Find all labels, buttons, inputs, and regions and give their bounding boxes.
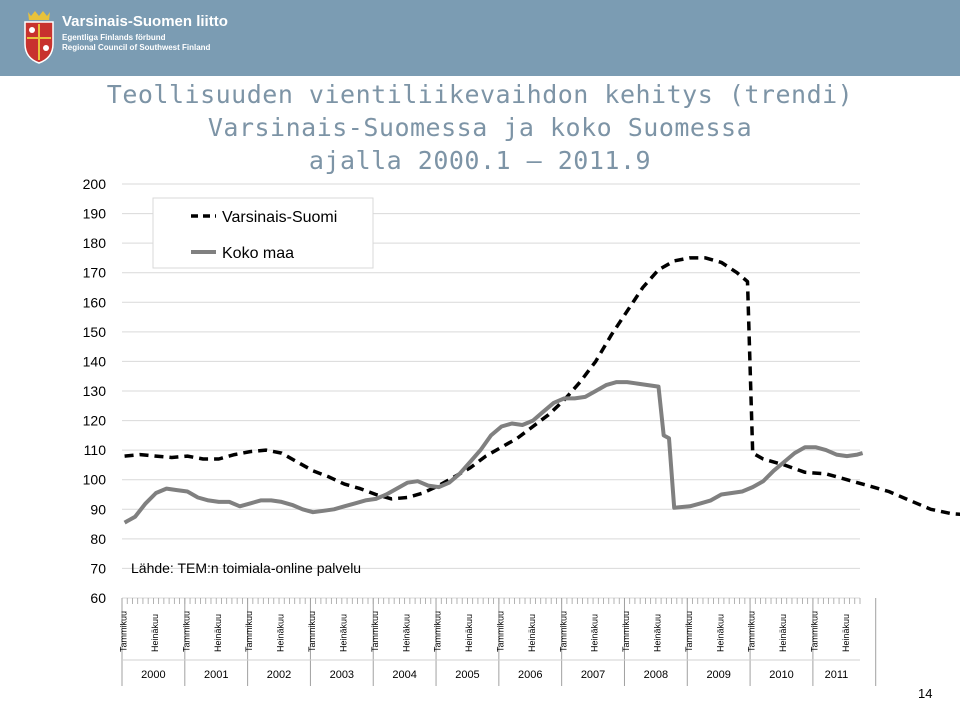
x-month-label: Heinäkuu [841, 614, 851, 652]
x-month-label: Tammikuu [244, 611, 254, 652]
chart-title-line-1: Teollisuuden vientiliikevaihdon kehitys … [106, 80, 854, 109]
source-annotation: Lähde: TEM:n toimiala-online palvelu [131, 560, 361, 576]
x-month-label: Tammikuu [558, 611, 568, 652]
y-tick-label: 70 [90, 560, 106, 576]
y-tick-label: 140 [83, 353, 107, 369]
x-month-label: Tammikuu [684, 611, 694, 652]
x-year-label: 2007 [581, 669, 605, 681]
series-line-koko-maa [123, 380, 864, 525]
legend-label: Koko maa [222, 245, 294, 262]
x-year-label: 2005 [455, 669, 479, 681]
page-number: 14 [918, 686, 933, 701]
y-tick-label: 100 [83, 472, 107, 488]
series-line-varsinais-suomi [124, 256, 960, 517]
x-month-label: Tammikuu [747, 611, 757, 652]
legend-box [152, 197, 374, 269]
x-month-label: Tammikuu [495, 611, 505, 652]
x-year-label: 2004 [392, 669, 416, 681]
org-name-english: Regional Council of Southwest Finland [62, 43, 211, 52]
y-tick-label: 120 [83, 413, 107, 429]
x-year-label: 2010 [769, 669, 793, 681]
x-year-label: 2009 [706, 669, 730, 681]
x-month-label: Tammikuu [119, 611, 129, 652]
chart-title-line-2: Varsinais-Suomessa ja koko Suomessa [207, 113, 753, 142]
x-month-label: Tammikuu [370, 611, 380, 652]
x-month-label: Tammikuu [307, 611, 317, 652]
header-band: Varsinais-Suomen liitto Egentliga Finlan… [0, 0, 960, 76]
coat-of-arms-icon [24, 11, 54, 64]
x-month-label: Tammikuu [181, 611, 191, 652]
x-month-label: Heinäkuu [590, 614, 600, 652]
x-month-label: Heinäkuu [652, 614, 662, 652]
x-year-label: 2011 [825, 669, 849, 681]
x-year-label: 2006 [518, 669, 542, 681]
x-month-label: Tammikuu [433, 611, 443, 652]
org-name-swedish: Egentliga Finlands förbund [62, 33, 166, 42]
x-month-label: Heinäkuu [276, 614, 286, 652]
x-month-label: Heinäkuu [401, 614, 411, 652]
x-year-label: 2000 [141, 669, 165, 681]
chart-title-line-3: ajalla 2000.1 – 2011.9 [308, 146, 652, 175]
y-tick-label: 170 [83, 265, 107, 281]
y-tick-label: 200 [83, 176, 107, 192]
y-tick-label: 60 [90, 590, 106, 606]
y-tick-label: 150 [83, 324, 107, 340]
org-name: Varsinais-Suomen liitto [62, 13, 228, 30]
x-year-label: 2003 [330, 669, 354, 681]
legend-label: Varsinais-Suomi [222, 209, 337, 226]
x-month-label: Heinäkuu [778, 614, 788, 652]
y-tick-label: 80 [90, 531, 106, 547]
x-month-label: Heinäkuu [464, 614, 474, 652]
y-tick-label: 190 [83, 206, 107, 222]
y-tick-label: 90 [90, 501, 106, 517]
x-year-label: 2001 [204, 669, 228, 681]
y-tick-label: 180 [83, 235, 107, 251]
x-month-label: Heinäkuu [715, 614, 725, 652]
x-year-label: 2002 [267, 669, 291, 681]
x-month-label: Heinäkuu [150, 614, 160, 652]
x-month-label: Heinäkuu [213, 614, 223, 652]
y-tick-label: 130 [83, 383, 107, 399]
x-month-label: Tammikuu [810, 611, 820, 652]
x-month-label: Heinäkuu [338, 614, 348, 652]
y-tick-label: 110 [84, 442, 107, 458]
x-year-label: 2008 [644, 669, 668, 681]
x-month-label: Tammikuu [621, 611, 631, 652]
x-month-label: Heinäkuu [527, 614, 537, 652]
y-tick-label: 160 [83, 294, 107, 310]
